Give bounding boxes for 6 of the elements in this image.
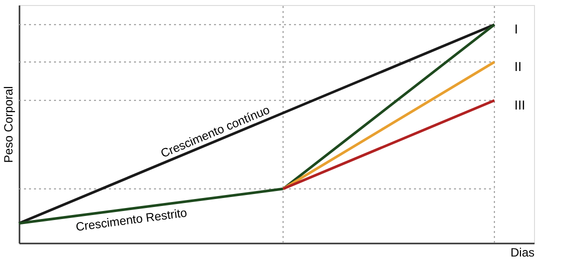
series-label: I xyxy=(514,22,518,37)
series-label: III xyxy=(514,97,526,112)
series-label: II xyxy=(514,58,522,74)
y-axis-title: Peso Corporal xyxy=(2,86,16,163)
text: Crescimento Restrito xyxy=(74,206,188,234)
x-axis-title: Dias xyxy=(510,246,534,260)
